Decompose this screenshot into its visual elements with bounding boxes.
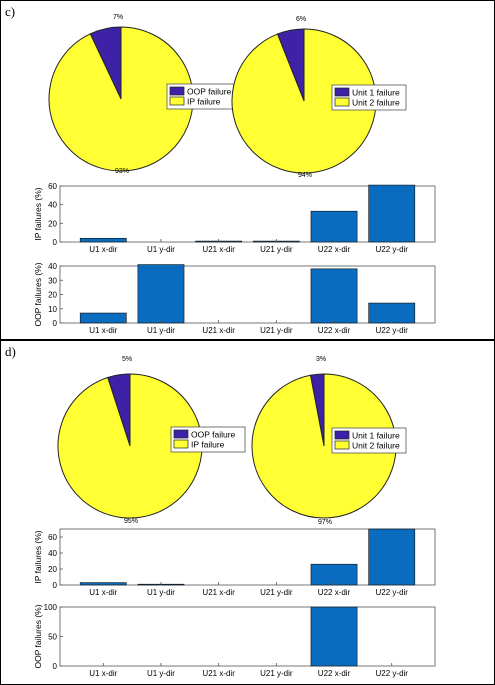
x-tick-label: U22 y-dir: [376, 326, 409, 335]
x-tick-label: U21 x-dir: [202, 326, 235, 335]
legend-swatch: [173, 429, 189, 439]
y-axis-label: IP failures (%): [33, 530, 43, 583]
pie-slice: [251, 373, 397, 519]
y-tick-label: 40: [48, 549, 57, 558]
legend-swatch: [169, 96, 185, 106]
x-tick-label: U21 x-dir: [202, 245, 235, 254]
legend-swatch: [173, 439, 189, 449]
plot-area: [59, 528, 436, 586]
y-axis-label: OOP failures (%): [33, 262, 43, 326]
x-tick-label: U21 y-dir: [260, 669, 293, 678]
pie-percent-label: 94%: [298, 172, 312, 179]
x-tick-label: U21 y-dir: [260, 326, 293, 335]
x-tick-label: U22 x-dir: [318, 588, 351, 597]
y-tick-label: 10: [48, 305, 57, 314]
legend-label: OOP failure: [191, 430, 236, 440]
legend-label: IP failure: [187, 97, 221, 107]
pie-slice: [48, 26, 194, 172]
legend-swatch: [334, 430, 350, 440]
legend-swatch: [334, 440, 350, 450]
legend-label: Unit 2 failure: [352, 98, 400, 108]
bar: [368, 528, 416, 586]
pie-slice: [57, 373, 203, 519]
y-tick-label: 0: [53, 662, 58, 671]
pie-percent-label: 6%: [296, 16, 306, 23]
legend-label: IP failure: [191, 440, 225, 450]
bar: [310, 268, 358, 324]
y-tick-label: 60: [48, 533, 57, 542]
bar: [137, 264, 185, 324]
x-tick-label: U1 y-dir: [147, 326, 175, 335]
pie-percent-label: 3%: [316, 356, 326, 363]
y-axis-label: OOP failures (%): [33, 604, 43, 668]
legend-swatch: [334, 87, 350, 97]
x-tick-label: U1 x-dir: [89, 669, 117, 678]
y-tick-label: 50: [48, 633, 57, 642]
pie-percent-label: 7%: [113, 14, 123, 21]
x-tick-label: U22 y-dir: [376, 588, 409, 597]
legend-swatch: [169, 86, 185, 96]
x-tick-label: U21 x-dir: [202, 588, 235, 597]
y-tick-label: 0: [53, 238, 58, 247]
figure-panel-d: d) 5% 95% OOP failure IP failure 3% 97% Unit 1…: [0, 340, 495, 685]
panel-label: c): [5, 4, 16, 19]
figure-panel-c: c) 7% 93% OOP failure IP failure 6% 94% Unit 1…: [0, 0, 495, 340]
pie-percent-label: 97%: [318, 519, 332, 526]
y-tick-label: 20: [48, 291, 57, 300]
x-tick-label: U1 y-dir: [147, 669, 175, 678]
panel-label: d): [5, 344, 16, 359]
y-tick-label: 0: [53, 319, 58, 328]
x-tick-label: U22 x-dir: [318, 245, 351, 254]
y-tick-label: 60: [48, 182, 57, 191]
bar: [310, 563, 358, 586]
x-tick-label: U1 x-dir: [89, 245, 117, 254]
x-tick-label: U1 y-dir: [147, 588, 175, 597]
x-tick-label: U1 x-dir: [89, 588, 117, 597]
y-axis-label: IP failures (%): [33, 187, 43, 240]
x-tick-label: U21 y-dir: [260, 245, 293, 254]
bar: [368, 184, 416, 243]
pie-percent-label: 5%: [122, 356, 132, 363]
x-tick-label: U22 y-dir: [376, 669, 409, 678]
legend-swatch: [334, 97, 350, 107]
y-tick-label: 40: [48, 201, 57, 210]
x-tick-label: U22 x-dir: [318, 669, 351, 678]
legend-label: Unit 1 failure: [352, 88, 400, 98]
x-tick-label: U21 x-dir: [202, 669, 235, 678]
pie-percent-label: 93%: [115, 168, 129, 175]
y-tick-label: 30: [48, 276, 57, 285]
x-tick-label: U1 y-dir: [147, 245, 175, 254]
legend-label: OOP failure: [187, 87, 232, 97]
bar: [310, 606, 358, 667]
y-tick-label: 0: [53, 581, 58, 590]
x-tick-label: U22 x-dir: [318, 326, 351, 335]
legend-label: Unit 1 failure: [352, 431, 400, 441]
y-tick-label: 40: [48, 262, 57, 271]
plot-area: [59, 606, 436, 667]
legend-label: Unit 2 failure: [352, 441, 400, 451]
plot-area: [59, 185, 436, 243]
pie-slice: [231, 28, 377, 174]
y-tick-label: 20: [48, 219, 57, 228]
x-tick-label: U21 y-dir: [260, 588, 293, 597]
x-tick-label: U22 y-dir: [376, 245, 409, 254]
y-tick-label: 100: [44, 603, 58, 612]
y-tick-label: 20: [48, 565, 57, 574]
bar: [310, 210, 358, 243]
x-tick-label: U1 x-dir: [89, 326, 117, 335]
pie-percent-label: 95%: [124, 518, 138, 525]
